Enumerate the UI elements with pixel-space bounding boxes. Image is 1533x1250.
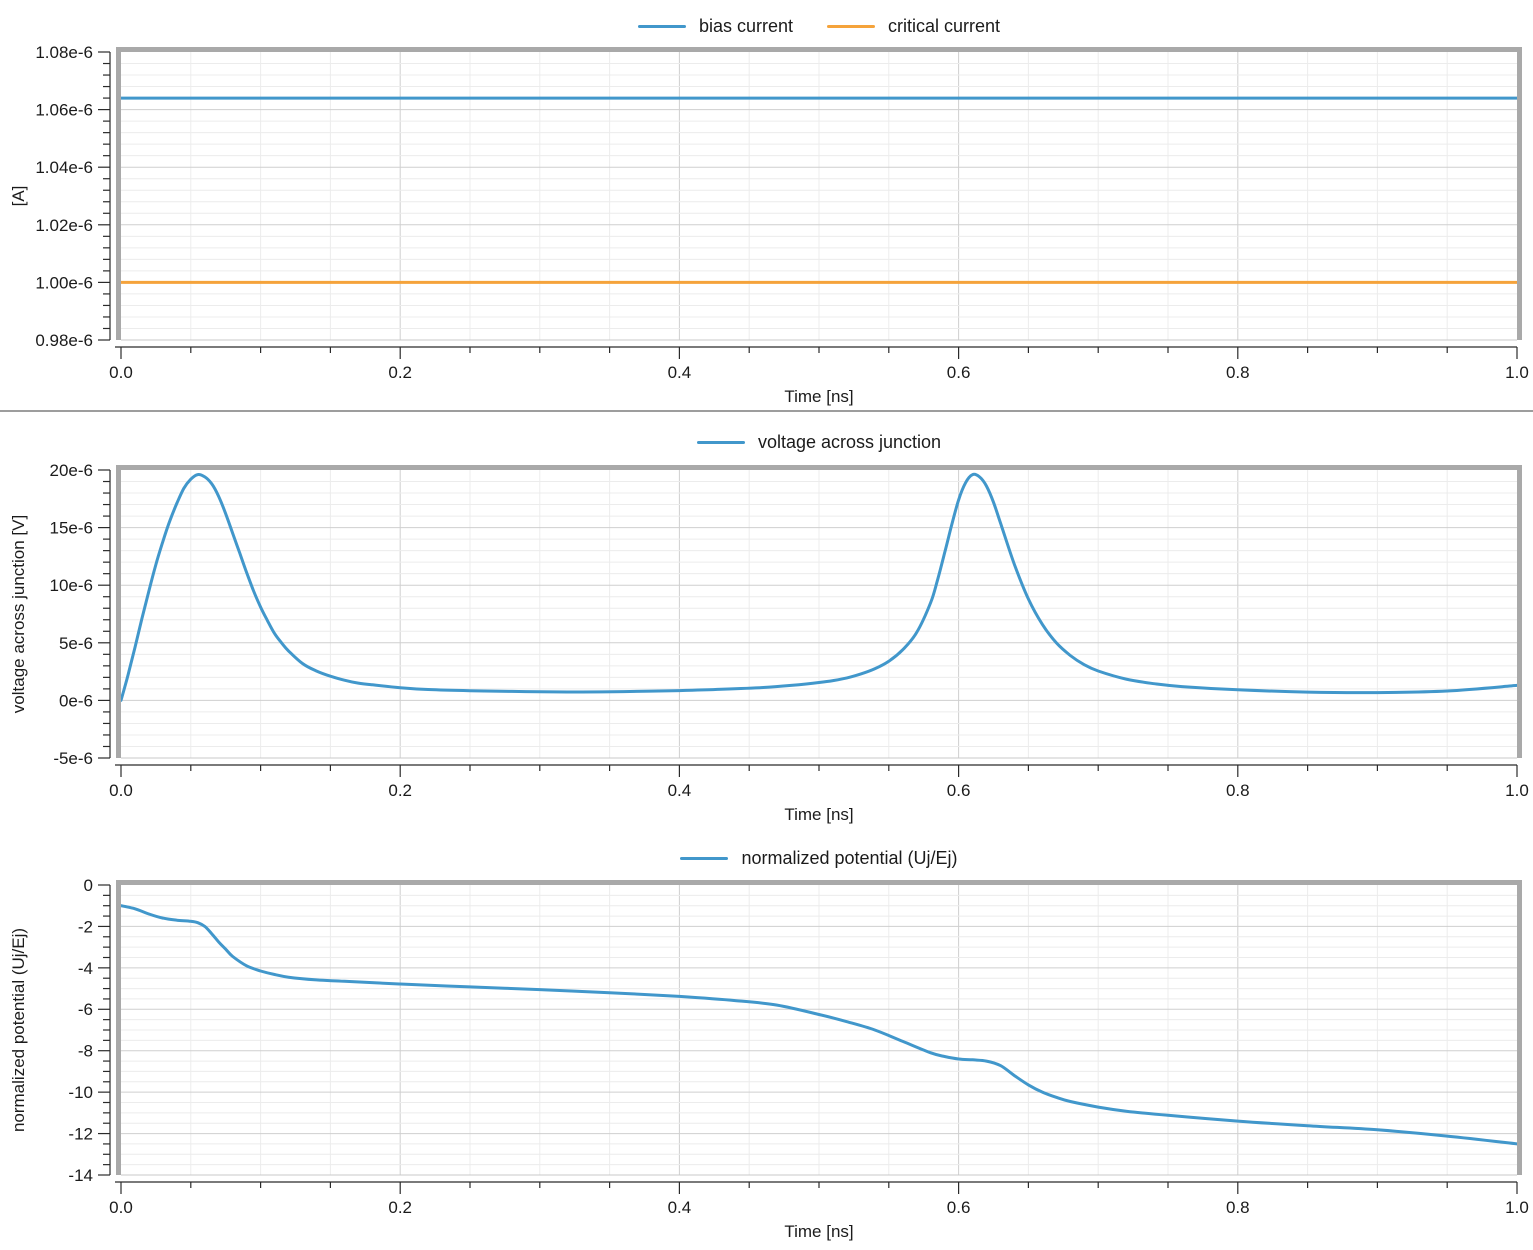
svg-text:0.6: 0.6 xyxy=(947,1198,971,1217)
svg-text:0e-6: 0e-6 xyxy=(59,691,93,710)
chart-2-x-tick-labels: 0.0 0.2 0.4 0.6 0.8 1.0 xyxy=(109,1198,1529,1217)
svg-text:-6: -6 xyxy=(78,1000,93,1019)
critical-current-line-swatch xyxy=(827,24,875,28)
chart-0-gridlines xyxy=(121,52,1517,341)
svg-text:1.0: 1.0 xyxy=(1505,781,1529,800)
chart-1-axes xyxy=(98,469,1518,777)
legend-voltage: voltage across junction xyxy=(121,428,1517,456)
chart-0-y-axis-title: [A] xyxy=(9,186,28,207)
chart-2-y-tick-labels: -14 -12 -10 -8 -6 -4 -2 0 xyxy=(68,876,93,1185)
svg-text:1.06e-6: 1.06e-6 xyxy=(35,101,93,120)
chart-0-x-axis-title: Time [ns] xyxy=(784,387,853,406)
svg-text:10e-6: 10e-6 xyxy=(50,576,93,595)
chart-0-x-tick-labels: 0.0 0.2 0.4 0.6 0.8 1.0 xyxy=(109,363,1529,382)
bias-current-line-swatch xyxy=(637,24,686,28)
svg-text:-8: -8 xyxy=(78,1042,93,1061)
legend-item-voltage-across-junction[interactable]: voltage across junction xyxy=(696,431,942,453)
svg-text:1.00e-6: 1.00e-6 xyxy=(35,273,93,292)
chart-2: -14 -12 -10 -8 -6 -4 -2 0 0.0 0.2 0.4 0.6 0.8 1.0 norm… xyxy=(9,876,1529,1241)
svg-text:20e-6: 20e-6 xyxy=(50,461,93,480)
chart-1-y-tick-labels: -5e-6 0e-6 5e-6 10e-6 15e-6 20e-6 xyxy=(50,461,93,768)
svg-text:0.2: 0.2 xyxy=(388,1198,412,1217)
svg-text:0.8: 0.8 xyxy=(1226,781,1250,800)
legend-normalized-potential: normalized potential (Uj/Ej) xyxy=(121,844,1517,872)
svg-text:0.0: 0.0 xyxy=(109,1198,133,1217)
chart-0-axes xyxy=(98,51,1518,359)
svg-text:1.0: 1.0 xyxy=(1505,1198,1529,1217)
legend-currents: bias current critical current xyxy=(121,12,1517,40)
chart-0: 0.98e-6 1.00e-6 1.02e-6 1.04e-6 1.06e-6 1.08e… xyxy=(9,43,1529,406)
svg-text:15e-6: 15e-6 xyxy=(50,519,93,538)
svg-text:1.08e-6: 1.08e-6 xyxy=(35,43,93,62)
normalized-potential-line-swatch xyxy=(680,856,729,860)
svg-text:0.2: 0.2 xyxy=(388,781,412,800)
chart-2-gridlines xyxy=(121,885,1517,1176)
legend-label-critical-current: critical current xyxy=(888,15,1001,36)
svg-text:0.0: 0.0 xyxy=(109,781,133,800)
svg-text:0.0: 0.0 xyxy=(109,363,133,382)
chart-1-x-axis-title: Time [ns] xyxy=(784,805,853,824)
svg-text:0.6: 0.6 xyxy=(947,781,971,800)
chart-1-series-voltage-across-junction[interactable] xyxy=(121,472,1517,702)
svg-text:1.0: 1.0 xyxy=(1505,363,1529,382)
svg-text:-5e-6: -5e-6 xyxy=(53,749,93,768)
svg-text:-12: -12 xyxy=(68,1125,93,1144)
legend-item-bias-current[interactable]: bias current xyxy=(637,15,793,37)
chart-2-y-axis-title: normalized potential (Uj/Ej) xyxy=(9,928,28,1132)
chart-0-frame xyxy=(116,47,1522,340)
chart-1-y-axis-title: voltage across junction [V] xyxy=(9,515,28,713)
chart-1-gridlines xyxy=(121,470,1517,759)
legend-label-voltage-across-junction: voltage across junction xyxy=(757,431,942,452)
svg-text:5e-6: 5e-6 xyxy=(59,634,93,653)
svg-text:0.6: 0.6 xyxy=(947,363,971,382)
chart-0-y-tick-labels: 0.98e-6 1.00e-6 1.02e-6 1.04e-6 1.06e-6 1.08e… xyxy=(35,43,93,350)
chart-1: -5e-6 0e-6 5e-6 10e-6 15e-6 20e-6 0.0 0.2 0.4 0.6… xyxy=(9,461,1529,824)
voltage-line-swatch xyxy=(696,440,745,444)
svg-text:1.04e-6: 1.04e-6 xyxy=(35,158,93,177)
svg-text:0.4: 0.4 xyxy=(668,363,692,382)
panel-separator xyxy=(0,410,1533,412)
legend-label-bias-current: bias current xyxy=(698,15,793,36)
svg-text:-2: -2 xyxy=(78,917,93,936)
svg-text:1.02e-6: 1.02e-6 xyxy=(35,216,93,235)
svg-text:0.98e-6: 0.98e-6 xyxy=(35,331,93,350)
legend-item-normalized-potential[interactable]: normalized potential (Uj/Ej) xyxy=(680,847,958,869)
svg-text:-10: -10 xyxy=(68,1083,93,1102)
svg-text:-14: -14 xyxy=(68,1166,93,1185)
legend-label-normalized-potential: normalized potential (Uj/Ej) xyxy=(741,847,958,868)
svg-text:0: 0 xyxy=(84,876,93,895)
svg-text:0.8: 0.8 xyxy=(1226,363,1250,382)
chart-2-series-normalized-potential-uj-ej-[interactable] xyxy=(121,904,1517,1146)
chart-1-x-tick-labels: 0.0 0.2 0.4 0.6 0.8 1.0 xyxy=(109,781,1529,800)
svg-text:0.4: 0.4 xyxy=(668,781,692,800)
svg-text:0.8: 0.8 xyxy=(1226,1198,1250,1217)
legend-item-critical-current[interactable]: critical current xyxy=(827,16,1000,37)
svg-text:0.4: 0.4 xyxy=(668,1198,692,1217)
svg-text:0.2: 0.2 xyxy=(388,363,412,382)
svg-text:-4: -4 xyxy=(78,959,93,978)
chart-1-frame xyxy=(116,465,1522,758)
chart-2-axes xyxy=(98,884,1518,1194)
chart-2-x-axis-title: Time [ns] xyxy=(784,1222,853,1241)
chart-2-frame xyxy=(116,880,1522,1175)
